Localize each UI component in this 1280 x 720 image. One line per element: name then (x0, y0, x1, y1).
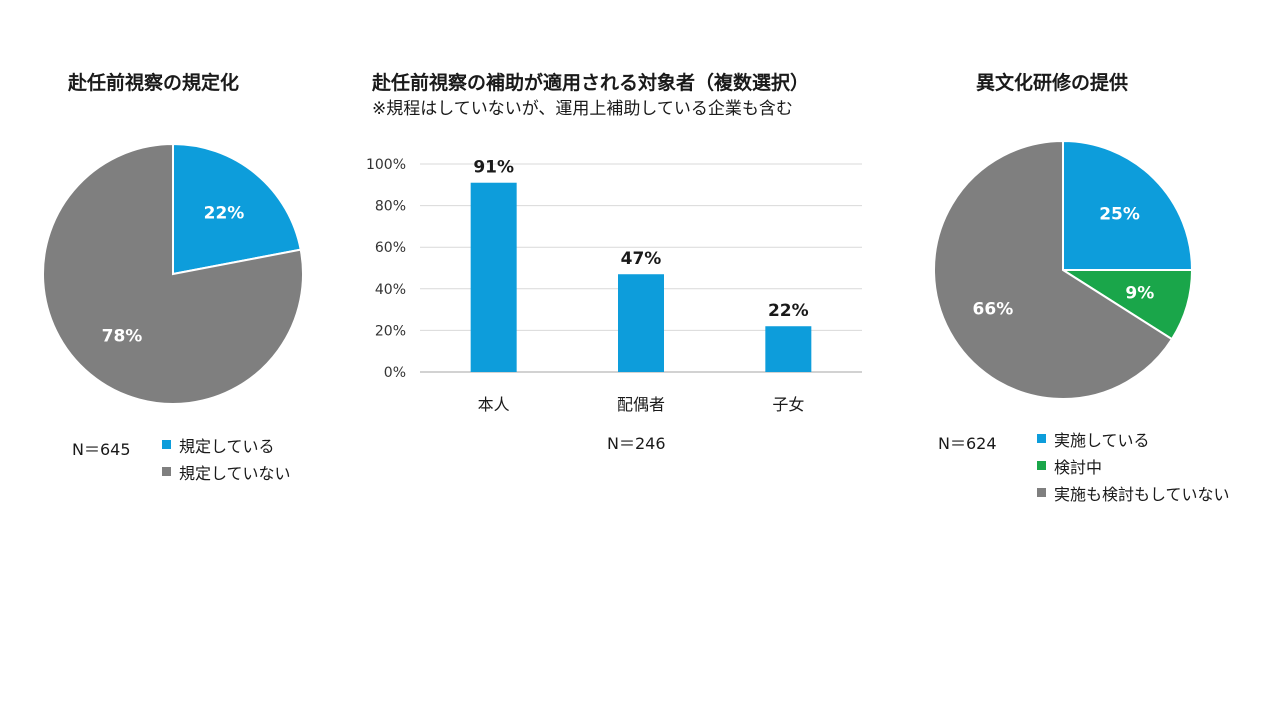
bar (765, 326, 812, 372)
pie-chart-1-n-label: N＝645 (72, 440, 131, 459)
y-tick-label: 100% (366, 157, 406, 173)
y-tick-label: 20% (375, 323, 406, 339)
legend-label: 規定している (179, 436, 275, 456)
pie-chart-1-legend: 規定している 規定していない (162, 431, 291, 485)
pie-slice-label: 66% (973, 300, 1014, 320)
x-tick-label: 配偶者 (617, 395, 665, 414)
legend-item: 検討中 (1037, 452, 1230, 479)
pie-slice (172, 142, 302, 276)
legend-item: 実施している (1037, 425, 1230, 452)
pie-slice (42, 142, 304, 405)
bar (470, 182, 517, 372)
y-tick-label: 40% (375, 282, 406, 298)
pie-slice (933, 139, 1174, 400)
y-tick-label: 80% (375, 199, 406, 215)
bar (618, 274, 664, 372)
legend-swatch-icon (162, 467, 171, 476)
pie-chart-2-title: 異文化研修の提供 (976, 72, 1129, 94)
legend-swatch-icon (162, 440, 171, 449)
legend-item: 実施も検討もしていない (1037, 479, 1230, 506)
bar-value-label: 91% (473, 158, 514, 178)
pie-slice-label: 22% (204, 203, 245, 223)
x-tick-label: 本人 (478, 395, 510, 414)
y-tick-label: 60% (375, 240, 406, 256)
pie-slice-label: 9% (1125, 283, 1154, 303)
bar-chart-n-label: N＝246 (607, 434, 666, 453)
pie-chart-2-n-label: N＝624 (938, 434, 997, 453)
legend-label: 実施している (1054, 430, 1150, 450)
bar-value-label: 22% (768, 301, 809, 321)
bar-chart-title: 赴任前視察の補助が適用される対象者（複数選択） (372, 72, 810, 94)
x-tick-label: 子女 (772, 395, 804, 414)
pie-slice-label: 78% (102, 327, 143, 347)
legend-swatch-icon (1037, 461, 1046, 470)
legend-label: 実施も検討もしていない (1054, 484, 1230, 504)
pie-chart-1-title: 赴任前視察の規定化 (68, 72, 240, 94)
legend-swatch-icon (1037, 434, 1046, 443)
y-tick-label: 0% (384, 365, 406, 381)
bar-value-label: 47% (621, 249, 662, 269)
legend-swatch-icon (1037, 488, 1046, 497)
legend-label: 検討中 (1054, 457, 1103, 477)
legend-item: 規定していない (162, 458, 291, 485)
pie-slice-label: 25% (1099, 204, 1140, 224)
legend-label: 規定していない (179, 463, 291, 483)
legend-item: 規定している (162, 431, 291, 458)
pie-slice (1062, 139, 1194, 271)
pie-chart-2-legend: 実施している 検討中 実施も検討もしていない (1037, 425, 1230, 506)
bar-chart-subtitle: ※規程はしていないが、運用上補助している企業も含む (372, 99, 793, 119)
